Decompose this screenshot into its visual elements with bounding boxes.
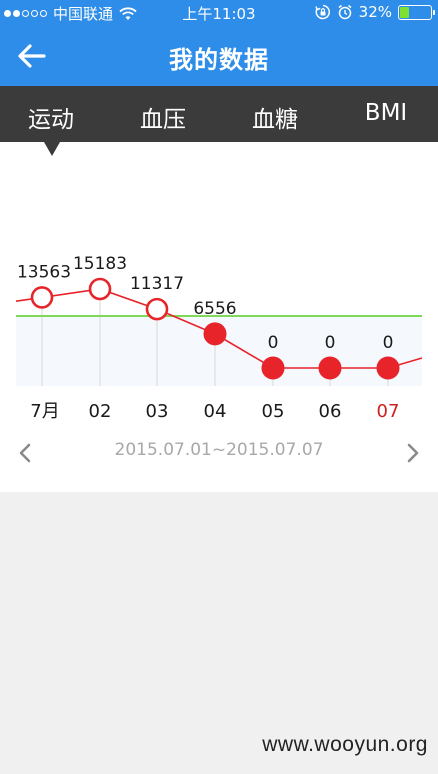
date-range-bar: 2015.07.01~2015.07.07	[0, 440, 438, 464]
x-tick-label: 04	[204, 401, 227, 422]
active-tab-indicator	[44, 142, 60, 156]
date-range-text: 2015.07.01~2015.07.07	[114, 440, 324, 460]
signal-dot	[22, 10, 29, 17]
x-tick-label: 7月	[30, 401, 59, 422]
data-point	[203, 322, 227, 346]
tab-blood-sugar[interactable]: 血糖	[252, 107, 298, 133]
tab-exercise[interactable]: 运动	[28, 107, 74, 133]
battery-fill	[400, 6, 409, 18]
data-label: 13563	[17, 262, 71, 282]
status-right: 32%	[314, 3, 435, 21]
data-point	[145, 297, 169, 321]
x-tick-label: 03	[146, 401, 169, 422]
back-arrow-icon[interactable]	[14, 38, 50, 74]
data-point	[88, 277, 112, 301]
nav-bar: 我的数据	[0, 26, 438, 86]
x-tick-label: 05	[262, 401, 285, 422]
data-label: 0	[383, 333, 394, 353]
chevron-left-icon[interactable]	[16, 442, 34, 464]
battery-icon	[398, 4, 435, 20]
wifi-icon	[119, 6, 137, 20]
x-tick-label: 02	[89, 401, 112, 422]
x-tick-label: 06	[319, 401, 342, 422]
data-label: 15183	[73, 254, 127, 274]
data-label: 6556	[193, 299, 236, 319]
chart-panel: 13563 15183 11317 6556 0 0 0 7月 02 03 04 05 06 07 201…	[0, 142, 438, 492]
page-title: 我的数据	[169, 46, 269, 74]
rotation-lock-icon	[314, 4, 330, 20]
status-bar: 中国联通 上午11:03 32%	[0, 0, 438, 26]
status-left: 中国联通	[4, 3, 137, 24]
data-label: 11317	[130, 274, 184, 294]
data-label: 0	[325, 333, 336, 353]
watermark-text: www.wooyun.org	[262, 733, 428, 756]
status-time: 上午11:03	[182, 5, 256, 23]
signal-dot	[31, 10, 38, 17]
signal-dot	[40, 10, 47, 17]
tab-blood-pressure[interactable]: 血压	[140, 107, 186, 133]
chevron-right-icon[interactable]	[404, 442, 422, 464]
signal-dot	[4, 10, 11, 17]
data-point	[376, 356, 400, 380]
x-tick-label: 07	[377, 401, 400, 422]
alarm-icon	[338, 4, 352, 20]
data-point	[261, 356, 285, 380]
data-point	[318, 356, 342, 380]
tab-bar: 运动 血压 血糖 BMI	[0, 86, 438, 142]
signal-icon	[4, 10, 47, 17]
signal-dot	[13, 10, 20, 17]
data-point	[30, 286, 54, 309]
tab-bmi[interactable]: BMI	[364, 100, 408, 126]
battery-percent: 32%	[358, 3, 392, 21]
data-label: 0	[268, 333, 279, 353]
carrier-name: 中国联通	[53, 5, 114, 23]
